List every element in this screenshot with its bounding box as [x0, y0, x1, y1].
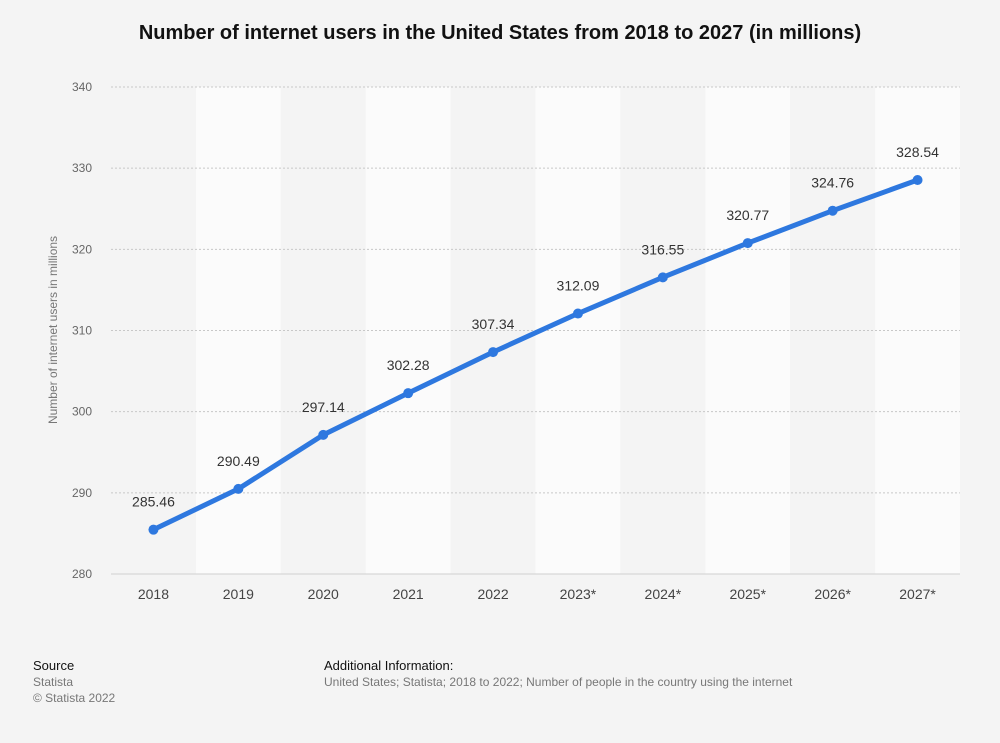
data-label: 297.14	[302, 399, 345, 415]
y-tick-label: 290	[72, 486, 92, 500]
data-point[interactable]	[572, 308, 583, 319]
x-tick-label: 2025*	[729, 586, 766, 602]
chart-title: Number of internet users in the United S…	[138, 22, 862, 44]
x-tick-label: 2024*	[645, 586, 682, 602]
data-point[interactable]	[148, 524, 159, 535]
data-point[interactable]	[488, 347, 499, 358]
data-point[interactable]	[912, 175, 923, 186]
y-tick-label: 330	[72, 161, 92, 175]
source-block: Source Statista © Statista 2022	[33, 658, 115, 706]
copyright: © Statista 2022	[33, 691, 116, 705]
data-point[interactable]	[657, 272, 668, 283]
data-point[interactable]	[403, 388, 414, 399]
column-band	[111, 87, 196, 574]
x-tick-label: 2018	[138, 586, 169, 602]
column-band	[875, 87, 960, 574]
data-label: 302.28	[387, 357, 430, 373]
additional-info-block: Additional Information: United States; S…	[324, 658, 792, 690]
data-label: 285.46	[132, 494, 175, 510]
data-point[interactable]	[318, 429, 329, 440]
x-tick-label: 2021	[393, 586, 424, 602]
x-axis-ticks: 2018 2019 2020 2021 2022 2023* 2024* 2025* 2026*…	[138, 586, 937, 602]
series-line	[150, 177, 921, 533]
additional-info-text: United States; Statista; 2018 to 2022; N…	[324, 675, 793, 689]
x-tick-label: 2022	[477, 586, 508, 602]
x-tick-label: 2023*	[560, 586, 597, 602]
data-label: 324.76	[811, 175, 854, 191]
data-points	[148, 175, 923, 535]
data-point[interactable]	[742, 238, 753, 249]
data-label: 320.77	[726, 207, 769, 223]
data-label: 316.55	[641, 241, 684, 257]
data-label: 312.09	[557, 278, 600, 294]
data-label: 290.49	[217, 453, 260, 469]
data-labels: 285.46 290.49 297.14 302.28 307.34 312.09 316.…	[132, 144, 939, 510]
y-tick-label: 310	[72, 324, 92, 338]
y-tick-label: 280	[72, 567, 92, 581]
column-band	[535, 87, 621, 574]
y-tick-label: 320	[72, 242, 92, 256]
data-label: 328.54	[896, 144, 939, 160]
x-tick-label: 2026*	[814, 586, 851, 602]
x-tick-label: 2020	[308, 586, 339, 602]
additional-info-heading: Additional Information:	[324, 658, 454, 673]
y-tick-label: 300	[72, 405, 92, 419]
y-axis-ticks: 280 290 300 310 320 330 340	[72, 80, 92, 581]
data-label: 307.34	[472, 316, 515, 332]
x-tick-label: 2019	[223, 586, 254, 602]
source-name[interactable]: Statista	[33, 675, 74, 689]
x-tick-label: 2027*	[899, 586, 936, 602]
data-point[interactable]	[827, 205, 838, 216]
y-axis-label: Number of internet users in millions	[46, 236, 60, 424]
y-tick-label: 340	[72, 80, 92, 94]
data-point[interactable]	[233, 483, 244, 494]
source-heading: Source	[33, 658, 75, 673]
